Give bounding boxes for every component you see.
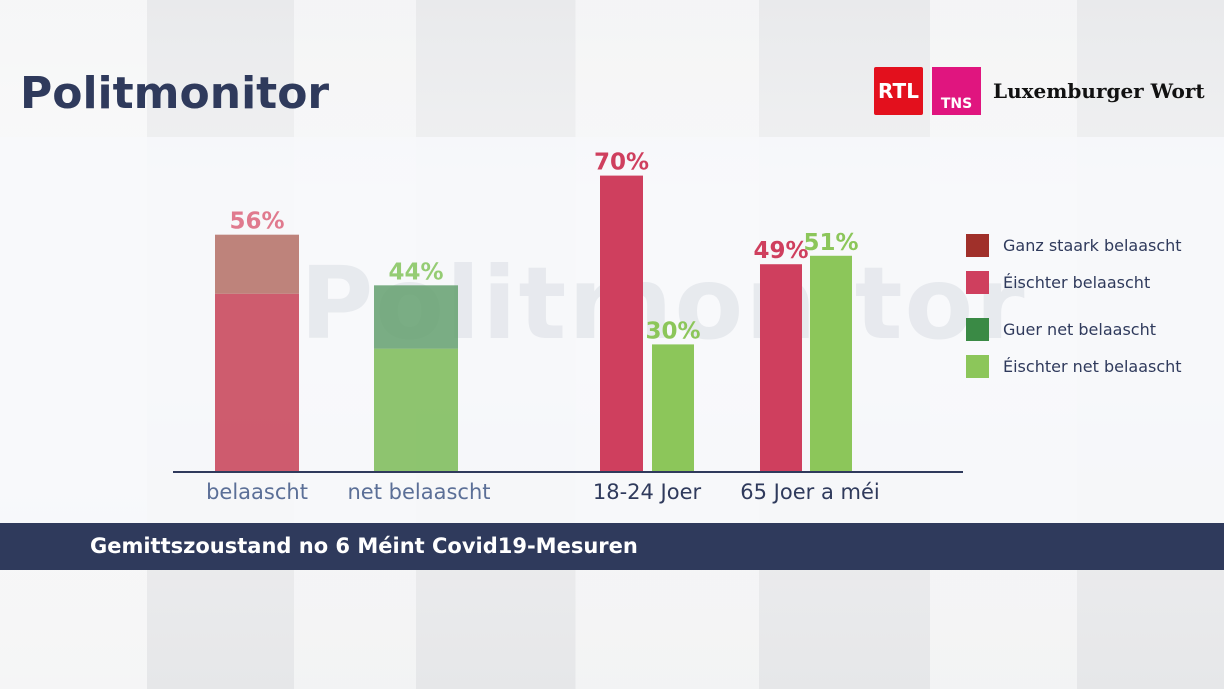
data-label: 70%: [594, 150, 649, 176]
bar: [600, 175, 643, 471]
legend-swatch-icon: [966, 271, 989, 294]
bar-segment: [374, 285, 458, 349]
tns-logo: TNS: [932, 67, 981, 115]
x-tick-label: belaascht: [206, 480, 308, 504]
bar: [652, 344, 694, 471]
x-tick-label: 18-24 Joer: [592, 480, 702, 504]
bar: [810, 255, 852, 471]
legend-label: Éischter net belaascht: [1003, 357, 1182, 376]
legend-label: Guer net belaascht: [1003, 320, 1156, 339]
legend-item: Éischter net belaascht: [966, 355, 1182, 378]
legend-item: Guer net belaascht: [966, 318, 1156, 341]
data-label: 49%: [753, 238, 808, 264]
bar-segment: [215, 293, 299, 471]
legend-item: Ganz staark belaascht: [966, 234, 1182, 257]
rtl-logo: RTL: [874, 67, 923, 115]
legend-swatch-icon: [966, 355, 989, 378]
x-tick-label: 65 Joer a méi: [740, 480, 880, 504]
legend-swatch-icon: [966, 318, 989, 341]
legend-label: Éischter belaascht: [1003, 273, 1151, 292]
legend-label: Ganz staark belaascht: [1003, 236, 1182, 255]
data-label: 51%: [803, 230, 858, 256]
legend-swatch-icon: [966, 234, 989, 257]
bar-segment: [215, 234, 299, 294]
caption-bar: Gemittszoustand no 6 Méint Covid19-Mesur…: [0, 523, 1224, 570]
data-label: 30%: [645, 318, 700, 344]
data-label: 44%: [388, 259, 443, 285]
x-tick-label: net belaascht: [347, 480, 491, 504]
luxemburger-wort-logo: Luxemburger Wort: [993, 79, 1205, 103]
data-label: 56%: [229, 209, 284, 235]
legend-item: Éischter belaascht: [966, 271, 1150, 294]
bar-segment: [374, 348, 458, 471]
caption: Gemittszoustand no 6 Méint Covid19-Mesur…: [90, 534, 638, 558]
page-title: Politmonitor: [20, 68, 330, 119]
bar: [760, 264, 802, 471]
